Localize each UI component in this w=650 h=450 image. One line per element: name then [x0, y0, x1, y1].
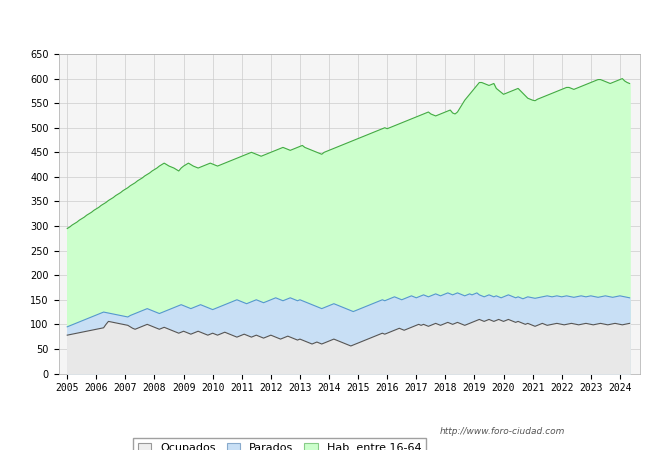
Legend: Ocupados, Parados, Hab. entre 16-64: Ocupados, Parados, Hab. entre 16-64 [133, 438, 426, 450]
Text: Ribatejada - Evolucion de la poblacion en edad de Trabajar Mayo de 2024: Ribatejada - Evolucion de la poblacion e… [58, 17, 592, 30]
Text: http://www.foro-ciudad.com: http://www.foro-ciudad.com [440, 428, 566, 436]
